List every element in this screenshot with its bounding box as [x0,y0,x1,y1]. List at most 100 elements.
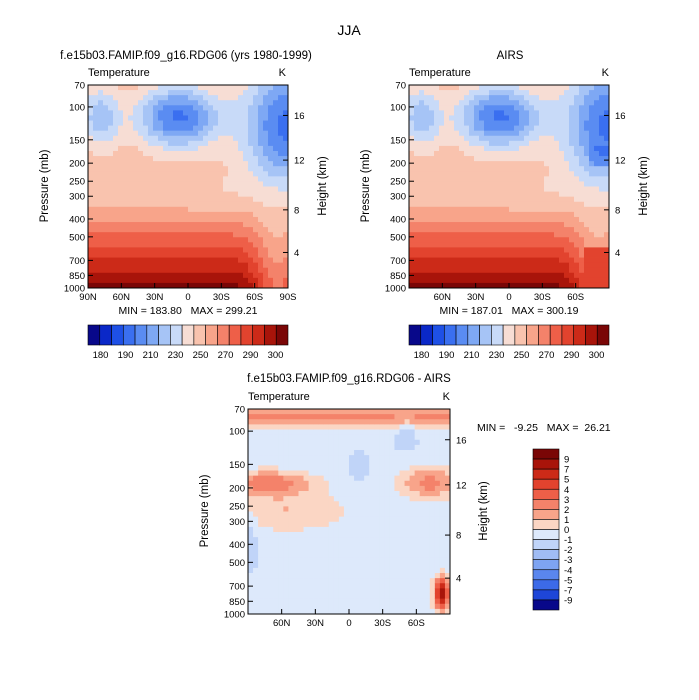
field-cell [173,206,179,213]
field-cell [579,90,585,96]
field-cell [379,491,385,497]
field-cell [143,90,149,96]
field-cell [469,135,475,142]
field-cell [148,171,154,177]
field-cell [248,227,254,233]
field-cell [504,282,510,289]
field-cell [128,277,134,284]
field-cell [574,166,580,172]
field-cell [288,485,294,492]
field-cell [343,480,350,487]
field-cell [579,166,585,172]
field-cell [333,506,340,512]
field-cell [253,115,259,121]
field-cell [148,191,154,198]
field-cell [253,439,259,446]
field-cell [218,222,224,228]
field-cell [273,578,279,584]
field-cell [429,181,435,187]
field-cell [419,201,425,208]
field-cell [178,191,184,198]
field-cell [333,552,340,559]
field-cell [414,277,420,284]
field-cell [343,485,350,492]
field-cell [364,439,370,446]
field-cell [584,181,590,187]
field-cell [424,222,430,228]
field-cell [133,115,139,121]
field-cell [579,272,585,279]
field-cell [258,156,264,162]
field-cell [514,140,520,147]
field-cell [484,191,490,198]
field-cell [113,257,119,264]
field-cell [474,237,480,243]
field-cell [143,150,149,157]
field-cell [369,480,375,487]
field-cell [238,267,244,274]
field-cell [419,166,425,172]
field-cell [223,257,229,264]
field-cell [434,419,441,425]
field-cell [323,439,330,446]
field-cell [414,262,420,269]
field-cell [464,171,470,177]
field-cell [604,176,610,182]
field-cell [203,262,209,269]
field-cell [444,176,450,182]
field-cell [268,573,274,579]
field-cell [228,150,234,157]
field-cell [399,439,405,446]
field-cell [283,608,289,615]
field-cell [338,511,345,518]
colorbar-label: 210 [464,350,480,361]
field-cell [419,181,425,187]
field-cell [298,608,304,615]
field-cell [108,232,114,238]
field-cell [599,206,605,213]
field-cell [313,521,320,528]
field-cell [108,135,114,142]
field-cell [328,496,335,502]
field-cell [188,90,194,96]
field-cell [288,419,294,425]
field-cell [288,450,294,456]
field-cell [454,166,460,172]
field-cell [434,105,440,111]
field-cell [354,573,360,579]
field-cell [584,125,590,132]
field-cell [293,455,299,461]
field-cell [589,222,595,228]
field-cell [123,222,129,228]
field-cell [268,526,274,533]
field-cell [133,100,139,106]
field-cell [233,247,239,253]
field-cell [303,588,309,594]
field-cell [424,475,431,482]
colorbar-swatch [455,324,469,346]
field-cell [499,242,505,248]
field-cell [138,206,144,213]
field-cell [233,262,239,269]
field-cell [499,100,505,106]
field-cell [153,257,159,264]
field-cell [103,206,109,213]
field-cell [258,257,264,264]
field-cell [359,593,365,600]
field-cell [559,85,565,91]
field-cell [138,277,144,284]
field-cell [439,282,445,289]
field-cell [364,583,370,589]
field-cell [449,176,455,182]
field-cell [238,257,244,264]
field-cell [409,485,416,492]
field-cell [98,257,104,264]
field-cell [183,171,189,177]
field-cell [579,216,585,223]
field-cell [258,567,264,574]
field-cell [349,547,355,553]
field-cell [444,206,450,213]
colorbar-swatch [596,324,610,346]
field-cell [248,439,254,446]
field-cell [118,181,124,187]
